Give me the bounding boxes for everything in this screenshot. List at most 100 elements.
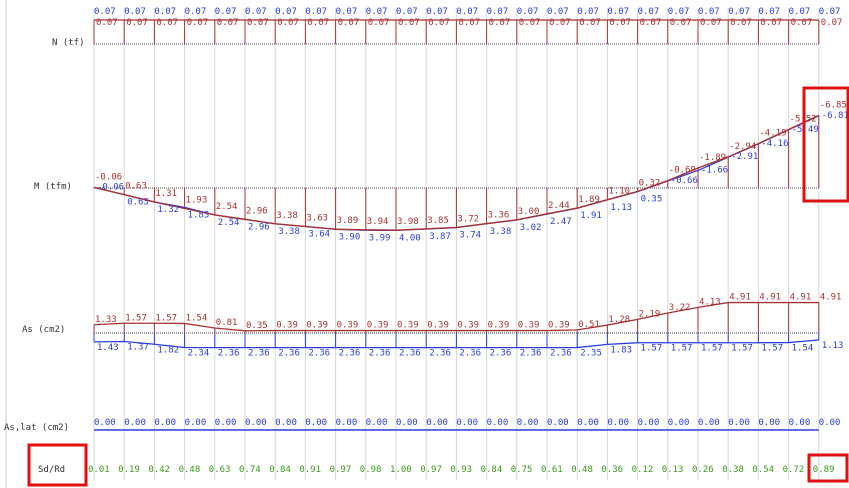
label-n-blue-7: 0.07 (305, 7, 327, 17)
label-as-red-6: 0.39 (276, 321, 298, 331)
label-aslat-18: 0.00 (638, 418, 660, 428)
label-as-blue-12: 2.36 (459, 349, 481, 359)
label-m-red-0: -0.06 (95, 172, 122, 182)
label-aslat-21: 0.00 (728, 418, 750, 428)
label-aslat-13: 0.00 (487, 418, 509, 428)
label-n-red-8: 0.07 (338, 18, 360, 28)
label-m-blue-15: 2.47 (550, 217, 572, 227)
label-aslat-11: 0.00 (426, 418, 448, 428)
label-aslat-17: 0.00 (607, 418, 629, 428)
plot-as: 1.33 1.43 1.57 1.37 1.57 1.82 1.54 2.34 0.81 2.36… (93, 293, 843, 359)
label-n-red-13: 0.07 (489, 18, 511, 28)
label-sdrd-19: 0.13 (662, 465, 684, 475)
label-m-red-9: 3.94 (367, 217, 389, 227)
label-as-blue-0: 1.43 (97, 343, 119, 353)
label-m-blue-7: 3.64 (308, 230, 330, 240)
label-m-blue-8: 3.90 (339, 232, 361, 242)
label-m-blue-11: 3.87 (429, 232, 451, 242)
label-aslat-0: 0.00 (94, 418, 116, 428)
label-aslat-2: 0.00 (154, 418, 176, 428)
label-n-blue-11: 0.07 (426, 7, 448, 17)
label-aslat-19: 0.00 (668, 418, 690, 428)
label-as-red-9: 0.39 (367, 321, 389, 331)
label-m-red-6: 3.38 (276, 211, 298, 221)
label-as-red-20: 4.13 (699, 297, 721, 307)
label-n-red-0: 0.07 (96, 18, 118, 28)
label-as-blue-21: 1.57 (731, 344, 753, 354)
label-aslat-22: 0.00 (758, 418, 780, 428)
label-as-blue-16: 2.35 (580, 349, 602, 359)
label-m-blue-0: -0.06 (97, 182, 124, 192)
label-as-red-15: 0.39 (548, 321, 570, 331)
label-n-red-3: 0.07 (187, 18, 209, 28)
label-as-red-19: 3.22 (669, 303, 691, 313)
label-as-red-4: 0.81 (216, 318, 238, 328)
label-as-red-8: 0.39 (337, 321, 359, 331)
highlight-sdrd-end (807, 453, 849, 483)
label-m-blue-20: -1.66 (701, 165, 728, 175)
label-m-blue-16: 1.91 (580, 211, 602, 221)
label-n-blue-24: 0.07 (819, 7, 841, 17)
label-m-red-12: 3.72 (457, 214, 479, 224)
label-m-red-7: 3.63 (306, 213, 328, 223)
label-n-blue-8: 0.07 (336, 7, 358, 17)
plots-layer: 0.070.070.070.070.070.070.070.070.070.07… (88, 7, 849, 475)
label-as-blue-8: 2.36 (339, 349, 361, 359)
label-as-blue-20: 1.57 (701, 344, 723, 354)
line-m-red (93, 114, 820, 231)
label-as-red-0: 1.33 (95, 315, 117, 325)
label-m-red-22: -4.19 (759, 129, 786, 139)
label-n-red-17: 0.07 (609, 18, 631, 28)
label-n-red-9: 0.07 (368, 18, 390, 28)
label-n-blue-0: 0.07 (94, 7, 116, 17)
label-n-red-2: 0.07 (156, 18, 178, 28)
label-m-blue-1: 0.63 (127, 198, 149, 208)
label-aslat-5: 0.00 (245, 418, 267, 428)
label-as-red-14: 0.39 (518, 321, 540, 331)
label-n-blue-13: 0.07 (487, 7, 509, 17)
label-aslat-3: 0.00 (185, 418, 207, 428)
label-aslat-4: 0.00 (215, 418, 237, 428)
label-sdrd-24: 0.89 (813, 465, 835, 475)
label-n-red-7: 0.07 (307, 18, 329, 28)
label-sdrd-3: 0.48 (179, 465, 201, 475)
line-as-blue (93, 339, 819, 349)
label-m-blue-14: 3.02 (520, 223, 542, 233)
label-n-red-10: 0.07 (398, 18, 420, 28)
label-sdrd-8: 0.97 (330, 465, 352, 475)
label-as-red-3: 1.54 (186, 313, 208, 323)
label-n-blue-18: 0.07 (638, 7, 660, 17)
row-labels: N (tf) M (tfm) As (cm2) As,lat (cm2) Sd/… (4, 38, 85, 475)
label-aslat-24: 0.00 (819, 418, 841, 428)
label-n-blue-19: 0.07 (668, 7, 690, 17)
highlight-sdrd-label (27, 443, 88, 487)
label-m-red-8: 3.89 (337, 216, 359, 226)
row-label-as: As (cm2) (22, 325, 65, 335)
label-m-red-24: -6.85 (820, 100, 847, 110)
label-aslat-9: 0.00 (366, 418, 388, 428)
label-m-blue-13: 3.38 (490, 227, 512, 237)
label-as-blue-1: 1.37 (127, 342, 149, 352)
label-as-red-12: 0.39 (457, 321, 479, 331)
highlight-boxes (27, 86, 849, 487)
label-m-blue-17: 1.13 (610, 203, 632, 213)
label-as-blue-19: 1.57 (671, 344, 693, 354)
label-aslat-7: 0.00 (305, 418, 327, 428)
label-aslat-1: 0.00 (124, 418, 146, 428)
label-as-blue-6: 2.36 (278, 349, 300, 359)
label-n-blue-4: 0.07 (215, 7, 237, 17)
label-sdrd-22: 0.54 (752, 465, 774, 475)
label-m-red-2: 1.31 (155, 189, 177, 199)
label-n-red-14: 0.07 (519, 18, 541, 28)
label-sdrd-9: 0.98 (360, 465, 382, 475)
label-m-blue-21: -2.91 (731, 152, 758, 162)
label-m-red-4: 2.54 (216, 202, 238, 212)
label-m-red-11: 3.85 (427, 216, 449, 226)
label-sdrd-20: 0.26 (692, 465, 714, 475)
label-n-blue-17: 0.07 (607, 7, 629, 17)
label-as-blue-15: 2.36 (550, 349, 572, 359)
label-as-blue-11: 2.36 (429, 349, 451, 359)
label-as-blue-17: 1.83 (610, 345, 632, 355)
label-n-blue-21: 0.07 (728, 7, 750, 17)
label-m-red-15: 2.44 (548, 201, 570, 211)
